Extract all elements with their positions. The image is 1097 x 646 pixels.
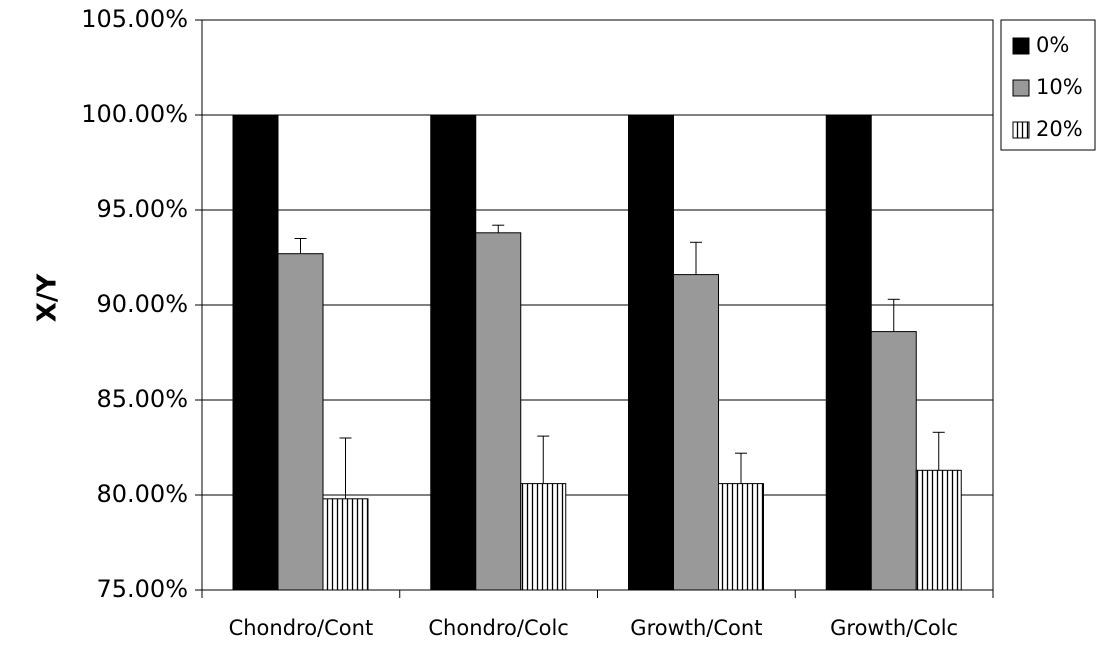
legend-swatch <box>1012 79 1030 97</box>
x-category-label: Growth/Cont <box>630 616 762 640</box>
legend-swatch <box>1012 121 1030 139</box>
legend: 0% 10% 20% <box>1000 19 1096 151</box>
bar <box>277 253 324 591</box>
y-tick-labels: 105.00% 100.00% 95.00% 90.00% 85.00% 80.00% 75… <box>81 5 188 603</box>
x-category-label: Growth/Colc <box>830 616 958 640</box>
y-tick-label: 95.00% <box>96 195 188 223</box>
bar <box>870 331 917 591</box>
bar <box>430 114 477 591</box>
bar <box>232 114 279 591</box>
bar <box>673 274 719 591</box>
bar <box>718 483 764 591</box>
bar <box>322 498 369 591</box>
bar <box>915 469 962 591</box>
bars <box>232 114 962 591</box>
y-tick-label: 90.00% <box>96 290 188 318</box>
bar <box>628 114 674 591</box>
y-tick-label: 75.00% <box>96 575 188 603</box>
x-category-labels: Chondro/Cont Chondro/Colc Growth/Cont Growt… <box>229 616 959 640</box>
x-category-label: Chondro/Colc <box>428 616 568 640</box>
axes <box>195 19 994 598</box>
y-axis-label: X/Y <box>33 273 63 323</box>
bar <box>520 483 567 591</box>
legend-label: 0% <box>1036 33 1069 57</box>
error-bars <box>294 224 945 499</box>
bar <box>825 114 872 591</box>
x-category-label: Chondro/Cont <box>229 616 374 640</box>
legend-label: 20% <box>1036 117 1083 141</box>
legend-swatch <box>1012 37 1030 55</box>
bar <box>475 232 522 591</box>
y-tick-label: 105.00% <box>81 5 188 33</box>
legend-label: 10% <box>1036 75 1083 99</box>
y-tick-label: 85.00% <box>96 385 188 413</box>
y-tick-label: 100.00% <box>81 100 188 128</box>
y-tick-label: 80.00% <box>96 480 188 508</box>
